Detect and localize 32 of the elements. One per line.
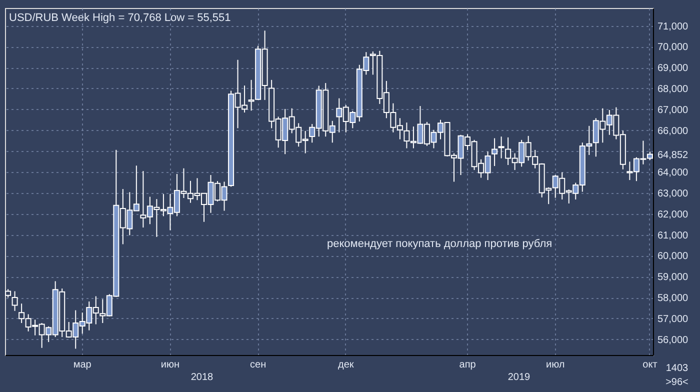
text: 1403 [666, 363, 689, 374]
y-tick-label: 57,000 [658, 314, 689, 325]
y-tick-label: 59,000 [658, 272, 689, 284]
y-tick-label: 68,000 [658, 84, 689, 95]
x-tick-label: окт [642, 360, 658, 370]
candlestick [492, 138, 498, 167]
text: >96< [666, 377, 689, 388]
x-tick-label: июл [546, 360, 565, 370]
text: 2018 [190, 372, 214, 383]
y-tick-label: 64,000 [658, 168, 689, 179]
x-tick-label: сен [250, 360, 266, 370]
x-tick-label: мар [73, 360, 92, 370]
y-tick-label: 56,000 [658, 334, 689, 346]
x-tick-label: дек [338, 360, 354, 370]
y-tick-label: 71,000 [658, 21, 689, 32]
x-tick-label: апр [459, 360, 476, 370]
y-tick-label: 58,000 [658, 293, 689, 304]
y-tick-label: 66,000 [658, 126, 689, 137]
candlestick [498, 136, 504, 159]
y-tick-label: 62,000 [658, 209, 689, 220]
y-tick-label: 64,852 [658, 150, 689, 161]
y-tick-label: 70,000 [658, 42, 689, 54]
x-tick-label: июн [160, 360, 180, 370]
candlestick [12, 290, 18, 312]
y-tick-label: 60,000 [658, 251, 689, 262]
annotation: рекомендует покупать доллар против рубля [327, 238, 552, 250]
y-tick-label: 69,000 [658, 63, 689, 74]
y-tick-label: 61,000 [658, 230, 689, 242]
text: 2019 [508, 372, 531, 383]
y-tick-label: 63,000 [658, 188, 689, 200]
chart-title: USD/RUB Week High = 70,768 Low = 55,551 [9, 12, 231, 24]
y-tick-label: 67,000 [658, 104, 689, 116]
